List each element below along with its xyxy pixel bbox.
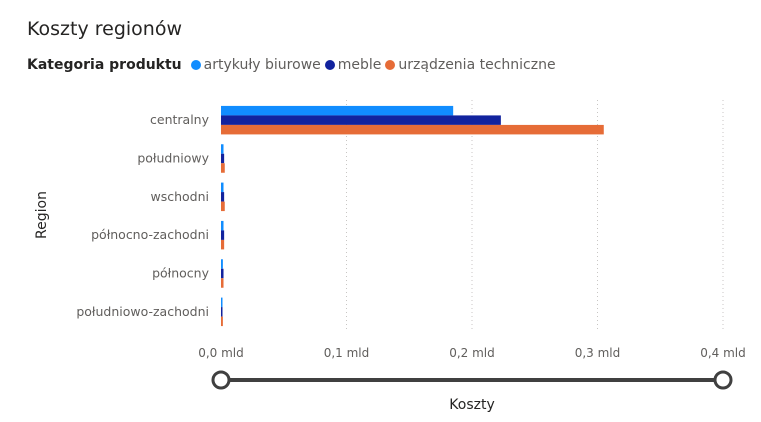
legend-marker-icon [190,60,201,70]
legend-label: artykuły biurowe [203,57,321,73]
bar [221,268,224,279]
bar [221,201,225,212]
legend-label: urządzenia techniczne [398,57,556,73]
bar [221,105,454,116]
legend-item-office-supplies[interactable]: artykuły biurowe [190,57,321,73]
bar [221,307,223,317]
legend-item-furniture[interactable]: meble [324,57,382,73]
y-category-label: południowo-zachodni [76,304,209,319]
y-category-label: północny [152,266,209,281]
chart-title: Koszty regionów [27,18,182,40]
y-category-label: centralny [150,112,210,127]
bar [221,230,225,240]
legend-label: meble [337,57,382,73]
bar [221,115,501,125]
bar [221,259,223,269]
legend-marker-icon [385,60,396,70]
bar [221,278,224,288]
zoom-slider-start-handle[interactable] [211,370,231,390]
x-axis-title: Koszty [449,397,495,413]
bar [221,316,223,327]
y-category-label: wschodni [150,189,209,204]
legend-title: Kategoria produktu [27,57,182,73]
bar [221,144,224,154]
bar [221,297,223,308]
x-tick-label: 0,0 mld [198,346,244,360]
x-tick-label: 0,2 mld [449,346,495,360]
y-category-label: południowy [137,151,209,166]
y-category-label: północno-zachodni [91,227,209,242]
bar [221,163,225,173]
bar [221,124,604,135]
legend: Kategoria produktu artykuły biurowe mebl… [27,57,560,73]
bar [221,182,224,193]
bar [221,153,225,164]
legend-item-technology[interactable]: urządzenia techniczne [385,57,556,73]
x-tick-label: 0,4 mld [700,346,746,360]
zoom-slider-end-handle[interactable] [713,370,733,390]
legend-marker-icon [324,60,335,70]
bar [221,239,225,250]
bar [221,220,224,231]
bar [221,192,225,202]
x-tick-label: 0,3 mld [575,346,621,360]
x-tick-label: 0,1 mld [324,346,370,360]
